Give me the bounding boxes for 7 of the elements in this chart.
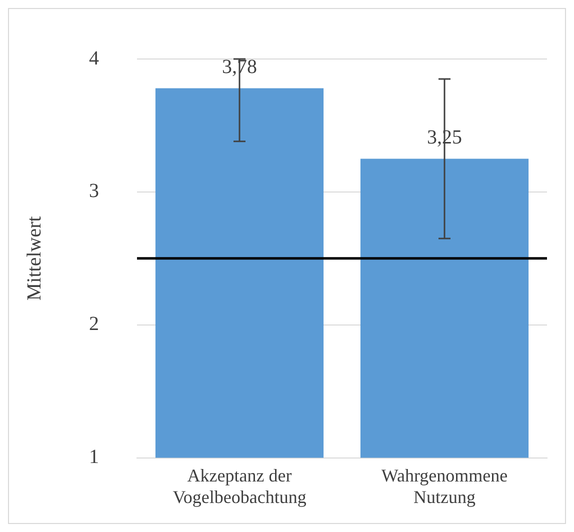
y-tick-label: 1 [89,446,99,468]
y-axis-title: Mittelwert [23,216,46,301]
y-tick-label: 3 [89,180,99,202]
x-tick-label: Wahrgenommene Nutzung [381,465,508,507]
y-tick-label: 2 [89,313,99,336]
x-tick-label: Akzeptanz der Vogelbeobachtung [172,465,306,507]
y-tick-label: 4 [89,47,99,70]
